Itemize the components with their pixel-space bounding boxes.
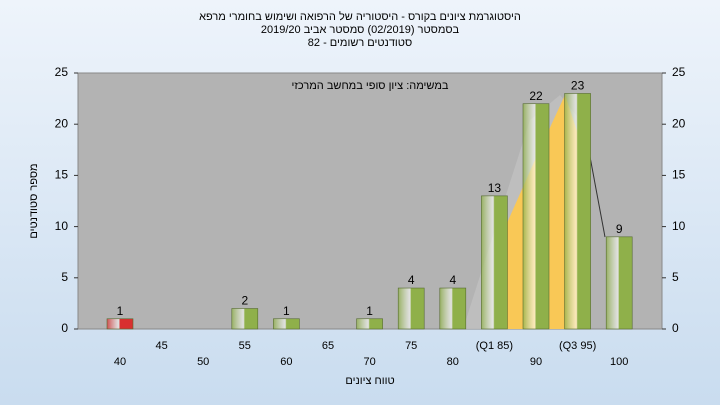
bar bbox=[481, 195, 508, 330]
bar bbox=[397, 287, 425, 330]
title-line: היסטוגרמת ציונים בקורס - היסטוריה של הרפ… bbox=[199, 10, 521, 23]
x-tick-label: 60 bbox=[280, 356, 292, 368]
annotation: במשימה: ציון סופי במחשב המרכזי bbox=[292, 80, 449, 92]
y-axis-label: מספר סטודנטים bbox=[28, 163, 40, 238]
x-tick-label: 80 bbox=[447, 356, 459, 368]
title-line: בסמסטר (02/2019) סמסטר אביב 2019/20 bbox=[261, 24, 460, 36]
bar bbox=[273, 318, 300, 330]
data-label: 1 bbox=[283, 304, 290, 318]
x-tick-label: 65 bbox=[322, 340, 334, 352]
y-tick-label: 5 bbox=[61, 270, 68, 284]
y2-tick-label: 15 bbox=[672, 168, 686, 182]
y-tick-label: 25 bbox=[55, 65, 69, 79]
bar bbox=[605, 236, 633, 330]
data-label: 13 bbox=[488, 181, 502, 195]
bar bbox=[522, 103, 550, 330]
bar bbox=[231, 308, 259, 330]
x-tick-label: 45 bbox=[155, 340, 167, 352]
y2-tick-label: 10 bbox=[672, 219, 686, 233]
x-tick-label: 40 bbox=[114, 356, 126, 368]
x-tick-label: 75 bbox=[405, 340, 417, 352]
data-label: 9 bbox=[616, 222, 623, 236]
x-tick-label: 90 bbox=[530, 356, 542, 368]
x-tick-label: (Q3 95) bbox=[559, 340, 596, 352]
bar bbox=[106, 318, 134, 330]
bar bbox=[356, 318, 383, 330]
title-line: סטודנטים רשומים - 82 bbox=[308, 37, 412, 49]
y-tick-label: 10 bbox=[55, 219, 69, 233]
bar bbox=[439, 287, 467, 330]
data-label: 23 bbox=[571, 79, 585, 93]
x-tick-label: 50 bbox=[197, 356, 209, 368]
data-label: 4 bbox=[449, 273, 456, 287]
x-axis-label: טווח ציונים bbox=[345, 375, 394, 387]
y2-tick-label: 25 bbox=[672, 65, 686, 79]
y-tick-label: 20 bbox=[55, 116, 69, 130]
data-label: 4 bbox=[408, 273, 415, 287]
data-label: 22 bbox=[529, 89, 543, 103]
data-label: 1 bbox=[366, 304, 373, 318]
x-tick-label: 100 bbox=[610, 356, 628, 368]
y-tick-label: 15 bbox=[55, 168, 69, 182]
x-tick-label: 55 bbox=[239, 340, 251, 352]
x-tick-label: 70 bbox=[363, 356, 375, 368]
y2-tick-label: 5 bbox=[672, 270, 679, 284]
bar bbox=[564, 93, 591, 330]
data-label: 1 bbox=[117, 304, 124, 318]
y-tick-label: 0 bbox=[61, 321, 68, 335]
y2-tick-label: 20 bbox=[672, 116, 686, 130]
y2-tick-label: 0 bbox=[672, 321, 679, 335]
x-tick-label: (Q1 85) bbox=[476, 340, 513, 352]
data-label: 2 bbox=[241, 294, 248, 308]
